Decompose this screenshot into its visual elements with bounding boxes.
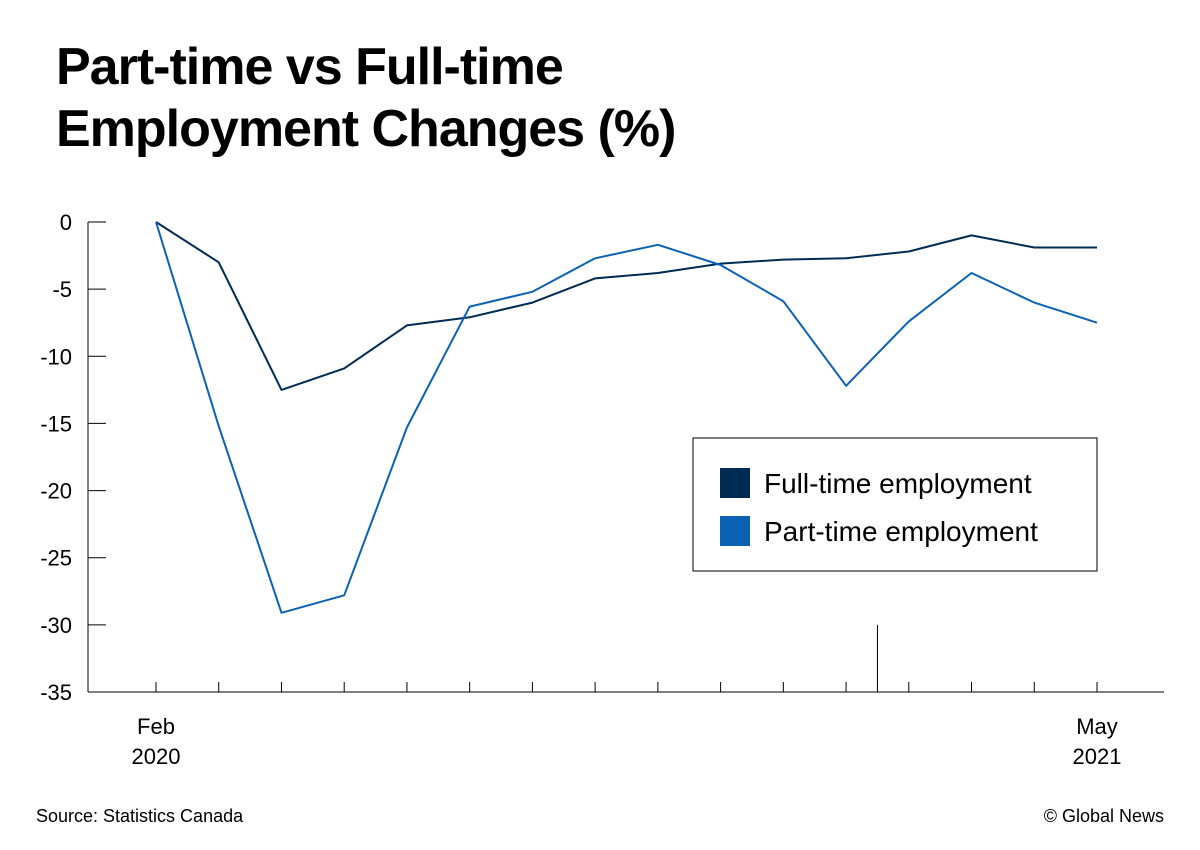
y-tick-label: -5 <box>52 277 72 302</box>
y-tick-label: -20 <box>40 479 72 504</box>
legend-swatch <box>720 468 750 498</box>
legend-label: Part-time employment <box>764 516 1038 547</box>
legend-swatch <box>720 516 750 546</box>
credit-note: © Global News <box>1043 806 1164 826</box>
series-layer <box>155 221 1098 614</box>
series-line-full-time-employment <box>155 221 1097 391</box>
y-tick-label: 0 <box>60 210 72 235</box>
y-tick-label: -35 <box>40 680 72 705</box>
series-line-part-time-employment <box>155 221 1098 614</box>
legend: Full-time employment Part-time employment <box>692 437 1098 572</box>
x-tick-label: Feb 2020 <box>132 714 181 769</box>
y-tick-label: -25 <box>40 546 72 571</box>
axes: 0 -5 -10 -15 -20 -25 -30 -35 Feb 2020 May 2021 <box>40 210 1164 769</box>
legend-box <box>692 437 1098 572</box>
chart-title: Part-time vs Full-time Employment Change… <box>56 38 676 158</box>
y-tick-label: -15 <box>40 411 72 436</box>
source-note: Source: Statistics Canada <box>36 806 244 826</box>
y-tick-label: -30 <box>40 613 72 638</box>
legend-label: Full-time employment <box>764 468 1032 499</box>
x-tick-label: May 2021 <box>1073 714 1122 769</box>
y-tick-label: -10 <box>40 344 72 369</box>
